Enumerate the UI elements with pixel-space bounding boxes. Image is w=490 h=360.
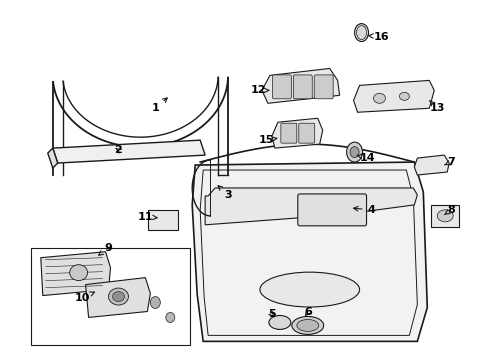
Polygon shape	[86, 278, 150, 318]
Text: 4: 4	[354, 205, 375, 215]
Ellipse shape	[269, 315, 291, 329]
FancyBboxPatch shape	[314, 75, 333, 99]
Ellipse shape	[437, 210, 453, 222]
Ellipse shape	[113, 292, 124, 302]
Text: 3: 3	[218, 186, 232, 200]
Bar	[431, 205, 459, 227]
Ellipse shape	[373, 93, 386, 103]
Polygon shape	[192, 162, 427, 341]
Polygon shape	[272, 118, 323, 148]
Ellipse shape	[297, 319, 318, 332]
Polygon shape	[262, 68, 340, 103]
Ellipse shape	[108, 288, 128, 305]
Text: 16: 16	[368, 32, 389, 41]
FancyBboxPatch shape	[272, 75, 292, 99]
Bar	[148, 210, 178, 230]
Ellipse shape	[350, 147, 359, 158]
FancyBboxPatch shape	[299, 123, 315, 143]
Ellipse shape	[150, 297, 160, 309]
Polygon shape	[205, 188, 417, 225]
Polygon shape	[53, 140, 205, 163]
Polygon shape	[415, 155, 449, 175]
FancyBboxPatch shape	[294, 75, 312, 99]
Text: 9: 9	[99, 243, 113, 255]
Bar	[31, 248, 190, 345]
Text: 14: 14	[357, 153, 375, 163]
Ellipse shape	[346, 142, 363, 162]
Text: 11: 11	[138, 212, 157, 222]
Text: 7: 7	[444, 157, 455, 167]
FancyBboxPatch shape	[281, 123, 297, 143]
Text: 1: 1	[151, 98, 167, 113]
Ellipse shape	[355, 24, 368, 41]
Text: 13: 13	[429, 100, 445, 113]
Text: 8: 8	[444, 205, 455, 215]
Text: 12: 12	[250, 85, 269, 95]
Ellipse shape	[166, 312, 175, 323]
Text: 10: 10	[75, 292, 95, 302]
Polygon shape	[354, 80, 434, 112]
Ellipse shape	[399, 92, 409, 100]
Polygon shape	[48, 148, 58, 168]
Text: 15: 15	[258, 135, 277, 145]
Text: 5: 5	[268, 310, 276, 319]
Ellipse shape	[292, 316, 324, 334]
Ellipse shape	[70, 265, 88, 280]
Text: 2: 2	[115, 145, 122, 155]
Ellipse shape	[260, 272, 360, 307]
Text: 6: 6	[304, 307, 312, 318]
FancyBboxPatch shape	[298, 194, 367, 226]
Polygon shape	[41, 252, 111, 296]
